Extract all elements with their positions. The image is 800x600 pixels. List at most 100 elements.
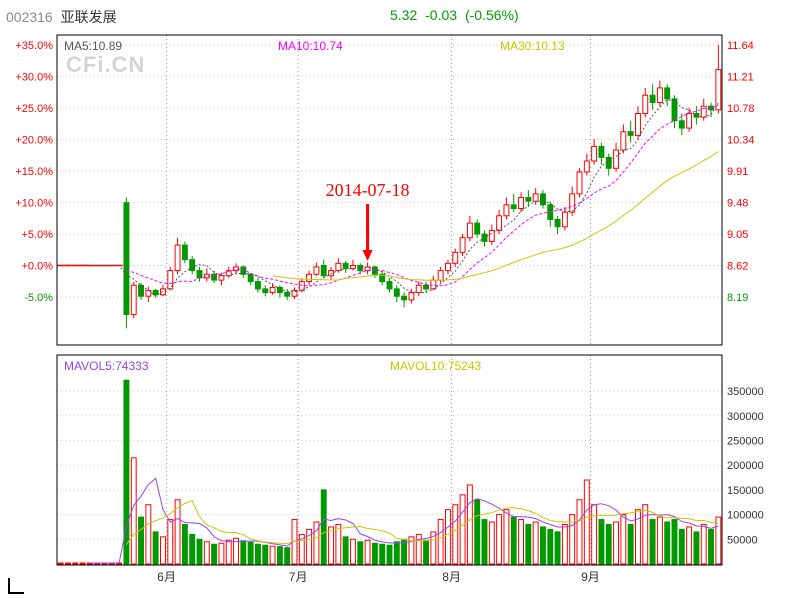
candle-body — [152, 289, 159, 296]
volume-bar — [481, 519, 488, 565]
candle-body — [664, 87, 671, 100]
volume-bar — [408, 536, 415, 565]
annotation-date-label: 2014-07-18 — [326, 180, 410, 200]
volume-bar — [598, 519, 605, 565]
candle-body — [591, 145, 598, 162]
candle-body — [240, 266, 247, 275]
candle-body — [445, 262, 451, 272]
percent-axis-label: +25.0% — [15, 103, 53, 115]
percent-axis-label: -5.0% — [24, 292, 53, 304]
volume-bar — [686, 526, 693, 565]
percent-axis-label: +0.0% — [22, 261, 54, 273]
candle-body — [218, 275, 225, 281]
volume-bar — [211, 543, 218, 565]
volume-bar — [635, 509, 641, 565]
volume-bar — [620, 514, 627, 565]
volume-bar — [152, 531, 159, 565]
candle-body — [284, 292, 291, 297]
candle-body — [371, 266, 378, 275]
candle-body — [174, 244, 181, 272]
candle-body — [583, 160, 590, 173]
candle-body — [518, 197, 524, 209]
volume-bar — [269, 545, 276, 565]
candle-body — [379, 273, 386, 283]
volume-bar — [342, 536, 349, 565]
candle-body — [613, 149, 619, 169]
volume-bar — [569, 514, 576, 565]
price-axis-label: 10.34 — [727, 135, 755, 147]
ma30-line — [272, 151, 719, 281]
candle-body — [401, 295, 408, 301]
candle-body — [393, 288, 400, 297]
candle-body — [430, 279, 437, 290]
volume-bar — [320, 489, 327, 565]
corner-mark — [8, 578, 24, 594]
volume-bar — [79, 562, 86, 565]
volume-bar — [430, 531, 437, 565]
volume-axis-label: 150000 — [727, 485, 764, 497]
candle-body — [233, 266, 239, 272]
volume-axis-label: 350000 — [727, 386, 764, 398]
volume-bar — [371, 542, 378, 565]
volume-bar — [284, 547, 291, 565]
month-axis-label: 9月 — [581, 570, 600, 584]
volume-bar — [233, 537, 239, 565]
candle-body — [196, 270, 203, 279]
volume-bar — [459, 494, 466, 565]
candle-body — [262, 288, 269, 294]
candle-body — [306, 273, 313, 283]
volume-bar — [474, 499, 481, 565]
volume-bar — [503, 509, 510, 565]
candles-group — [57, 44, 722, 329]
volume-bar — [174, 499, 181, 565]
volume-bars-group — [57, 379, 722, 565]
main-chart-border — [56, 34, 723, 346]
volume-bar — [225, 539, 232, 565]
volume-bar — [262, 544, 269, 565]
candle-body — [715, 69, 722, 111]
volume-bar — [576, 499, 583, 565]
candle-body — [167, 270, 174, 290]
volume-bar — [488, 521, 495, 565]
candle-body — [459, 237, 466, 253]
volume-bar — [496, 514, 503, 565]
candle-body — [576, 171, 583, 195]
candle-body — [466, 222, 473, 239]
candle-body — [656, 87, 663, 104]
candle-body — [298, 281, 305, 291]
annotation-arrow: 2014-07-18 — [326, 180, 410, 261]
volume-bar — [591, 504, 598, 565]
candle-body — [320, 265, 327, 277]
ma10-label: MA10:10.74 — [278, 39, 343, 53]
ma5-label: MA5:10.89 — [64, 39, 123, 53]
candle-body — [642, 94, 649, 114]
candle-body — [350, 265, 356, 269]
stock-code: 002316 — [6, 9, 53, 25]
candle-body — [423, 284, 429, 290]
candle-body — [540, 193, 546, 206]
volume-bar — [583, 479, 590, 565]
volume-bar — [605, 523, 612, 565]
candle-body — [678, 120, 685, 129]
volume-bar — [445, 509, 451, 565]
volume-bar — [386, 544, 393, 565]
price-axis-label: 8.19 — [727, 292, 748, 304]
volume-bar — [656, 516, 663, 565]
price-axis-label: 11.64 — [727, 40, 754, 52]
volume-bar — [203, 541, 210, 565]
candle-body — [130, 284, 137, 315]
candle-body — [598, 145, 605, 158]
volume-bar — [510, 516, 517, 565]
candle-body — [437, 270, 444, 281]
volume-bar — [328, 526, 334, 565]
volume-bar — [664, 521, 671, 565]
volume-bar — [160, 536, 166, 565]
volume-bar — [123, 379, 130, 565]
price-axis-label: 11.21 — [727, 72, 754, 84]
volume-bar — [532, 521, 539, 565]
volume-axis-label: 250000 — [727, 436, 764, 448]
volume-bar — [415, 533, 422, 565]
candle-body — [269, 286, 276, 294]
volume-bar — [313, 521, 320, 565]
candle-body — [649, 94, 656, 104]
